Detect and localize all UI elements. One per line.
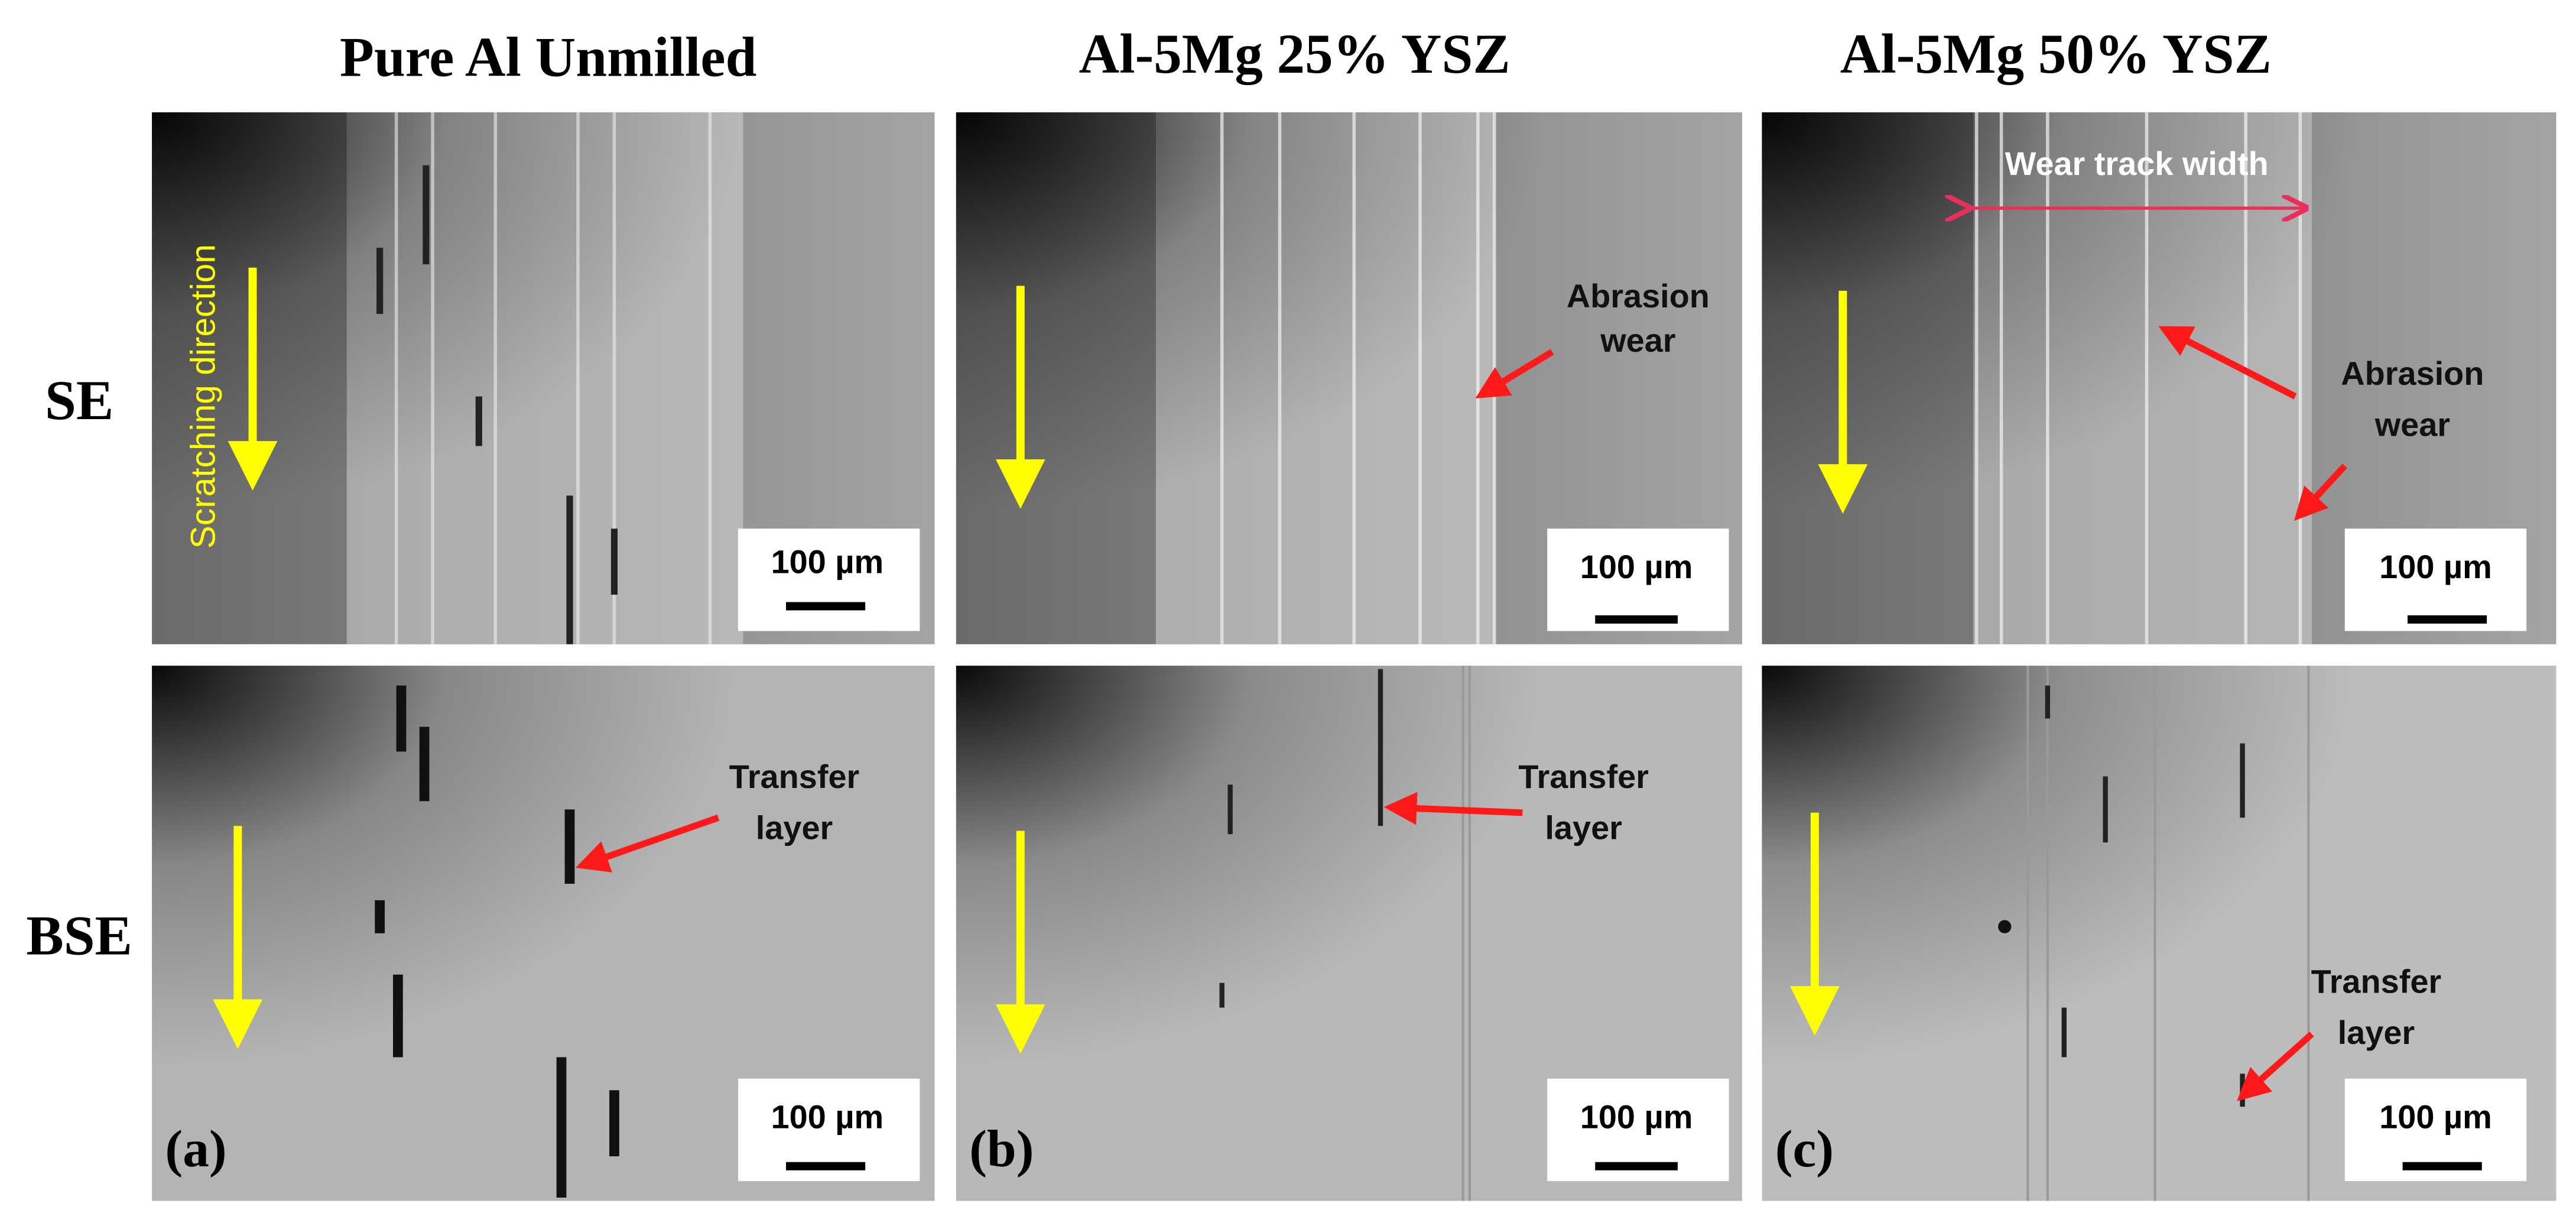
sem-image: Wear track width Abrasion wear 100 µm — [1762, 112, 2556, 644]
panel-label: (b) — [969, 1120, 1034, 1178]
text-line: layer — [2338, 1014, 2415, 1051]
text-line: Transfer — [2311, 962, 2441, 1000]
sem-image: Abrasion wear 100 µm — [956, 112, 1742, 644]
sem-image: Transfer layer (c) 100 µm — [1762, 666, 2556, 1201]
scale-bar-label: 100 µm — [2379, 1098, 2492, 1136]
row-label: BSE — [26, 904, 132, 967]
scale-bar-label: 100 µm — [771, 543, 884, 581]
column-title: Al-5Mg 50% YSZ — [1840, 22, 2272, 85]
annotation: Transfer layer — [729, 758, 860, 847]
column-title: Pure Al Unmilled — [340, 26, 757, 89]
annotation: Wear track width — [2005, 145, 2269, 182]
scale-bar-label: 100 µm — [1580, 548, 1693, 585]
sem-image: Transfer layer (a) 100 µm — [152, 666, 935, 1201]
text-line: Abrasion — [2341, 355, 2484, 392]
annotation: Abrasion wear — [1567, 277, 1710, 359]
panel-label: (a) — [165, 1120, 226, 1178]
text-line: layer — [1545, 809, 1622, 847]
annotation: Transfer layer — [1518, 758, 1649, 847]
text-line: Abrasion — [1567, 277, 1710, 314]
column-title: Al-5Mg 25% YSZ — [1079, 22, 1510, 85]
sem-image: Scratching direction 100 µm — [152, 112, 935, 644]
text-line: wear — [2374, 406, 2450, 443]
annotation: Scratching direction — [184, 244, 222, 549]
scale-bar-label: 100 µm — [2379, 548, 2492, 585]
annotation: Transfer layer — [2311, 962, 2441, 1051]
annotation: Abrasion wear — [2341, 355, 2484, 443]
row-label: SE — [45, 369, 113, 432]
sem-image: Transfer layer (b) 100 µm — [956, 666, 1742, 1201]
text-line: Transfer — [1518, 758, 1649, 795]
panel-label: (c) — [1775, 1120, 1834, 1178]
text-line: wear — [1600, 322, 1675, 359]
scale-bar-label: 100 µm — [1580, 1098, 1693, 1136]
text-line: Transfer — [729, 758, 860, 795]
text-line: layer — [756, 809, 833, 847]
scale-bar-label: 100 µm — [771, 1098, 884, 1136]
